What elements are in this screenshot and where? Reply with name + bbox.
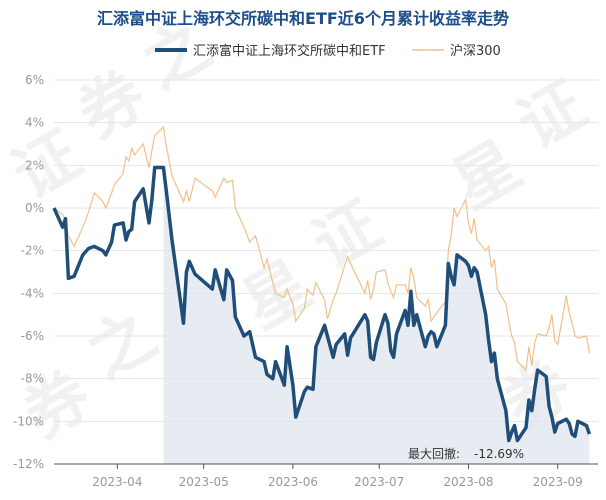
y-tick-label: -10% <box>13 414 44 428</box>
watermark: 证券之星证券之星证券 <box>1 8 598 454</box>
watermark-glyph: 之 <box>76 298 168 394</box>
y-tick-label: 2% <box>25 158 44 172</box>
y-tick-label: 6% <box>25 73 44 87</box>
y-axis: 6% 4% 2% 0% -2% -4% -6% -8% -10% -12% <box>13 73 44 471</box>
y-tick-label: -12% <box>13 457 44 471</box>
x-tick-label: 2023-09 <box>533 475 583 489</box>
watermark-glyph: 星 <box>231 248 323 344</box>
watermark-glyph: 证 <box>506 68 598 164</box>
y-tick-label: 0% <box>25 201 44 215</box>
chart-title: 汇添富中证上海环交所碳中和ETF近6个月累计收益率走势 <box>97 9 509 28</box>
max-drawdown-value: -12.69% <box>474 447 524 461</box>
max-drawdown-annotation: 最大回撤: -12.69% <box>408 446 524 461</box>
series-line-etf <box>52 165 592 443</box>
x-tick-label: 2023-06 <box>268 475 318 489</box>
x-tick-label: 2023-04 <box>92 475 142 489</box>
y-tick-label: -8% <box>21 372 44 386</box>
y-tick-label: 4% <box>25 116 44 130</box>
x-axis: 2023-04 2023-05 2023-06 2023-07 2023-08 2023-… <box>92 464 583 489</box>
y-tick-label: -6% <box>21 329 44 343</box>
y-tick-label: -4% <box>21 286 44 300</box>
x-tick-label: 2023-08 <box>443 475 493 489</box>
series-line-index <box>53 125 590 372</box>
x-tick-label: 2023-07 <box>354 475 404 489</box>
legend: 汇添富中证上海环交所碳中和ETF 沪深300 <box>155 43 501 59</box>
legend-label-etf: 汇添富中证上海环交所碳中和ETF <box>193 43 386 59</box>
watermark-glyph: 证 <box>301 188 393 284</box>
watermark-glyph: 券 <box>66 57 159 154</box>
y-tick-label: -2% <box>21 244 44 258</box>
x-tick-label: 2023-05 <box>179 475 229 489</box>
max-drawdown-label: 最大回撤: <box>408 446 460 461</box>
legend-label-index: 沪深300 <box>450 43 501 59</box>
max-drawdown-area <box>163 167 590 464</box>
